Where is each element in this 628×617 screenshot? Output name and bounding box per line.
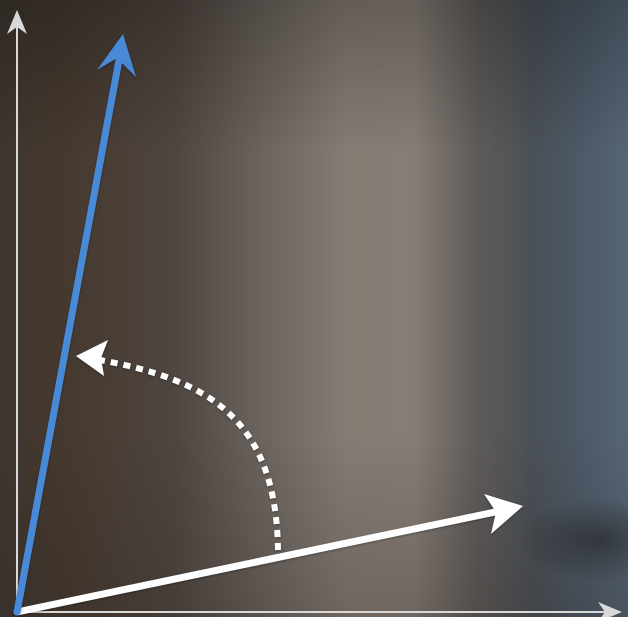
rotated-vector: [13, 34, 136, 616]
arrow-head-icon: [484, 494, 523, 534]
arrow-right-icon: [598, 602, 622, 617]
arrow-head-icon: [97, 34, 136, 77]
rotation-arc: [76, 340, 281, 551]
x-axis: [17, 602, 622, 617]
reference-vector-shaft: [13, 507, 504, 616]
rotation-arc-path: [99, 357, 281, 551]
rotated-vector-shaft: [13, 56, 123, 616]
arrow-up-icon: [7, 10, 27, 34]
arrow-head-icon: [76, 340, 108, 376]
y-axis: [7, 10, 27, 612]
reference-vector: [13, 494, 523, 616]
